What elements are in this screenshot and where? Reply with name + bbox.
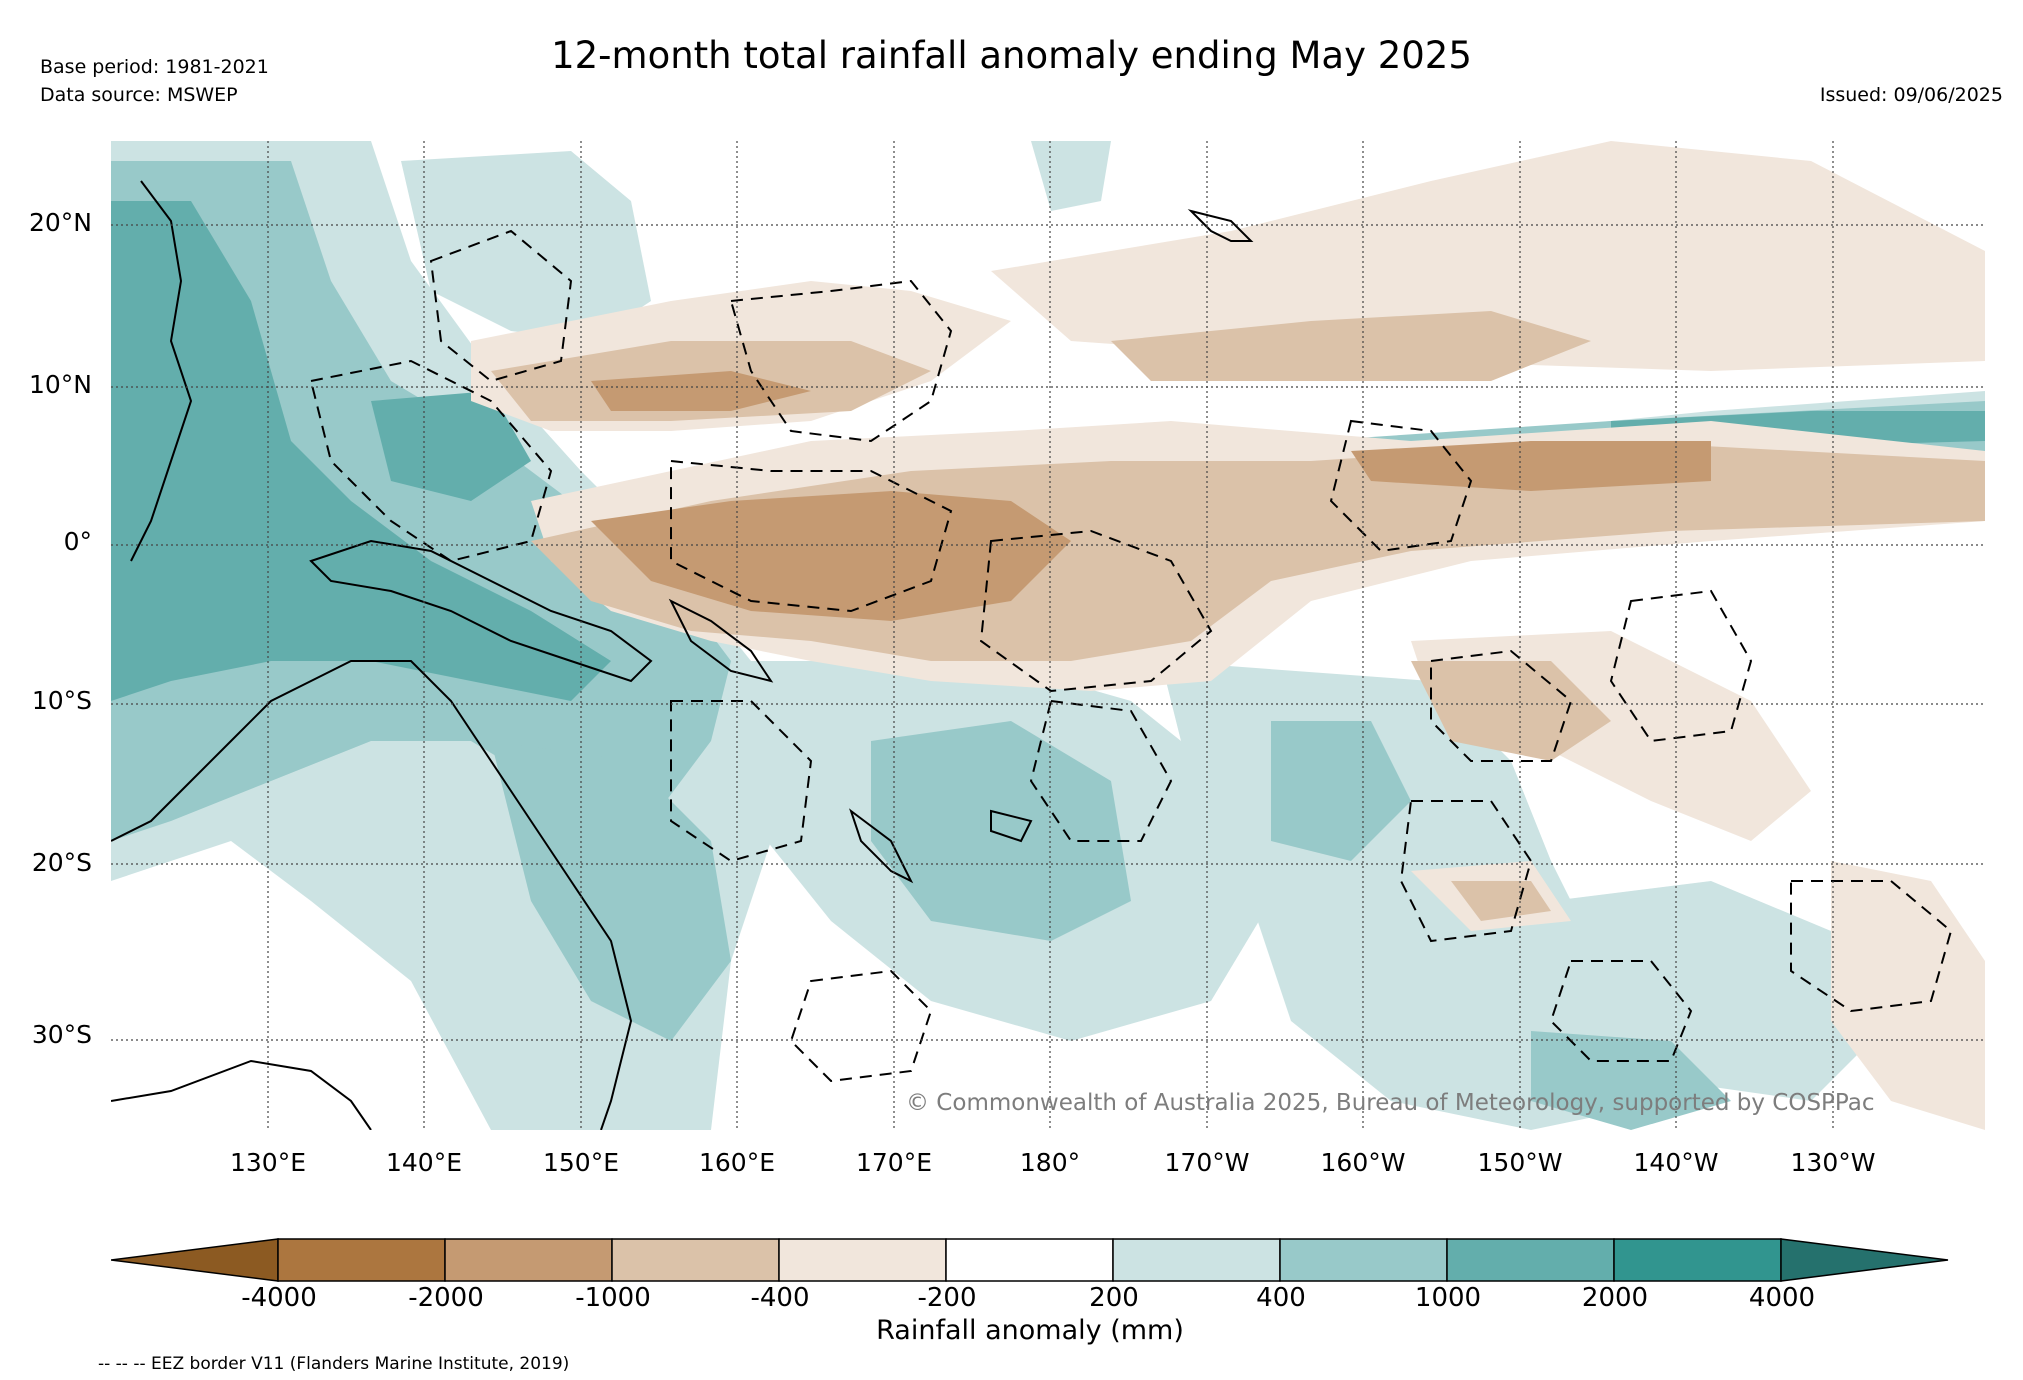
lat-label-equator: 0°: [63, 527, 92, 556]
lon-label-160w: 160°W: [1320, 1148, 1406, 1177]
lon-label-130e: 130°E: [229, 1148, 306, 1177]
colorbar-tick-label: 200: [1089, 1283, 1139, 1313]
rainfall-anomaly-map: [111, 141, 1985, 1130]
base-period-label: Base period: 1981-2021: [40, 56, 269, 78]
colorbar-tick-label: 400: [1256, 1283, 1306, 1313]
lon-label-170e: 170°E: [855, 1148, 932, 1177]
lon-label-150w: 150°W: [1477, 1148, 1563, 1177]
colorbar-tick-label: 1000: [1414, 1283, 1482, 1313]
colorbar-segment: [1112, 1238, 1281, 1282]
colorbar-segment: [778, 1238, 947, 1282]
lat-label-30s: 30°S: [31, 1020, 92, 1049]
dry-anomaly-strong: [591, 371, 1711, 621]
data-source-label: Data source: MSWEP: [40, 84, 238, 106]
lon-label-150e: 150°E: [542, 1148, 619, 1177]
colorbar-segment: [611, 1238, 780, 1282]
colorbar-segment: [1279, 1238, 1448, 1282]
colorbar-tick-label: -4000: [241, 1283, 317, 1313]
colorbar-tick-label: 4000: [1748, 1283, 1816, 1313]
map-canvas: [111, 141, 1985, 1130]
eez-borders: [309, 229, 1953, 1083]
colorbar-tick-label: 2000: [1581, 1283, 1649, 1313]
map-title: 12-month total rainfall anomaly ending M…: [551, 34, 1472, 77]
colorbar-arrow-low: [111, 1238, 279, 1282]
lon-label-130w: 130°W: [1790, 1148, 1876, 1177]
colorbar-tick-label: -1000: [575, 1283, 651, 1313]
eez-legend-note: -- -- -- EEZ border V11 (Flanders Marine…: [98, 1354, 570, 1374]
colorbar-title: Rainfall anomaly (mm): [876, 1315, 1184, 1346]
graticule: [111, 141, 1985, 1130]
colorbar: [111, 1238, 1949, 1282]
lon-label-140w: 140°W: [1633, 1148, 1719, 1177]
lat-label-20s: 20°S: [31, 848, 92, 877]
colorbar-tick-label: -400: [750, 1283, 810, 1313]
copyright-notice: © Commonwealth of Australia 2025, Bureau…: [906, 1090, 1875, 1116]
colorbar-segment: [277, 1238, 446, 1282]
colorbar-arrow-high: [1780, 1238, 1949, 1282]
colorbar-segment: [945, 1238, 1114, 1282]
lat-label-10s: 10°S: [31, 686, 92, 715]
lon-label-180: 180°: [1019, 1148, 1081, 1177]
colorbar-segment: [1613, 1238, 1782, 1282]
colorbar-tick-label: -200: [917, 1283, 977, 1313]
coastlines: [111, 180, 1254, 1130]
colorbar-segment: [444, 1238, 613, 1282]
colorbar-tick-label: -2000: [408, 1283, 484, 1313]
lon-label-140e: 140°E: [385, 1148, 462, 1177]
lon-label-160e: 160°E: [698, 1148, 775, 1177]
lat-label-20n: 20°N: [28, 208, 92, 237]
colorbar-segment: [1446, 1238, 1615, 1282]
lon-label-170w: 170°W: [1164, 1148, 1250, 1177]
issued-date-label: Issued: 09/06/2025: [1819, 84, 2003, 106]
lat-label-10n: 10°N: [28, 370, 92, 399]
